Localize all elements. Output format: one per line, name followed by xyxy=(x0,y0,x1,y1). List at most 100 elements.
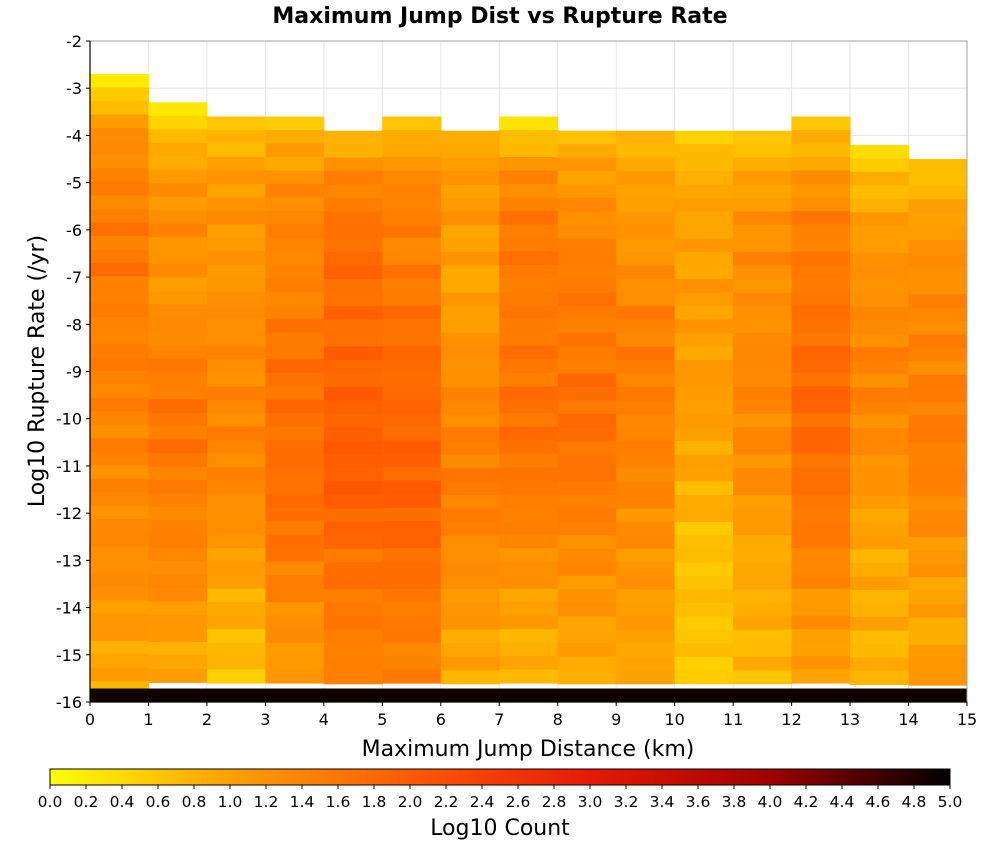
heatmap-cell xyxy=(733,427,793,442)
heatmap-cell xyxy=(265,588,325,603)
heatmap-cell xyxy=(674,548,734,563)
heatmap-cell xyxy=(908,226,968,241)
heatmap-cell xyxy=(265,278,325,293)
heatmap-cell-bottom xyxy=(440,688,500,702)
heatmap-cell xyxy=(733,238,793,253)
heatmap-cell xyxy=(148,480,208,495)
heatmap-cell xyxy=(674,319,734,334)
heatmap-cell xyxy=(382,467,442,482)
heatmap-cell xyxy=(440,333,500,348)
heatmap-cell xyxy=(265,305,325,320)
heatmap-cell xyxy=(791,251,851,266)
colorbar-tick-label: 2.4 xyxy=(470,793,495,811)
heatmap-cell xyxy=(440,616,500,631)
heatmap-cell xyxy=(499,440,559,455)
heatmap-cell xyxy=(850,293,910,308)
heatmap-cell xyxy=(323,643,383,658)
heatmap-cell xyxy=(791,157,851,171)
heatmap-cell xyxy=(674,535,734,550)
colorbar-tick-label: 1.2 xyxy=(254,793,279,811)
x-tick-label: 0 xyxy=(85,710,95,729)
colorbar-gradient xyxy=(49,768,951,786)
colorbar-ticks: 0.0 0.2 0.4 0.6 0.8 1.0 1.2 1.4 1.6 1.8 2.0 2.2 2.4 2… xyxy=(38,785,962,811)
heatmap-cell xyxy=(90,87,149,102)
heatmap-cell xyxy=(90,141,149,156)
heatmap-cell xyxy=(616,306,676,321)
heatmap-cell xyxy=(382,426,442,441)
x-tick-label: 12 xyxy=(781,710,801,729)
heatmap-cell xyxy=(733,225,793,240)
heatmap-cell xyxy=(908,361,968,376)
heatmap-cell xyxy=(265,359,325,374)
heatmap-cell xyxy=(382,237,442,252)
heatmap-cell xyxy=(148,412,208,427)
heatmap-cell xyxy=(440,400,500,415)
heatmap-cell xyxy=(674,521,734,536)
heatmap-cell xyxy=(206,575,266,590)
heatmap-cell xyxy=(557,521,617,536)
heatmap-cell xyxy=(616,481,676,496)
heatmap-cell xyxy=(382,386,442,401)
heatmap-cell xyxy=(791,264,851,279)
colorbar-tick-label: 3.0 xyxy=(578,793,603,811)
heatmap-cell xyxy=(557,373,617,388)
heatmap-cell xyxy=(440,171,500,186)
heatmap-cell xyxy=(791,372,851,387)
colorbar-tick-label: 1.8 xyxy=(362,793,387,811)
heatmap-cell xyxy=(440,238,500,253)
heatmap-cell xyxy=(674,130,734,145)
heatmap-cell xyxy=(850,495,910,510)
heatmap-cell-bottom xyxy=(265,688,325,702)
heatmap-cell xyxy=(206,183,266,198)
heatmap-cell xyxy=(850,212,910,227)
heatmap-cell xyxy=(908,509,968,524)
heatmap-cell xyxy=(674,413,734,428)
colorbar-tick-label: 1.6 xyxy=(326,793,351,811)
heatmap-cell xyxy=(265,130,325,145)
heatmap-cell xyxy=(616,562,676,577)
heatmap-cell xyxy=(791,413,851,428)
heatmap-cell xyxy=(733,373,793,388)
heatmap-cell xyxy=(265,453,325,468)
colorbar-tick-label: 4.4 xyxy=(830,793,855,811)
heatmap-cell xyxy=(908,442,968,457)
heatmap-cell xyxy=(850,225,910,240)
heatmap-cell xyxy=(733,279,793,294)
heatmap-cell xyxy=(440,481,500,496)
heatmap-cell xyxy=(440,413,500,428)
heatmap-cell xyxy=(90,667,149,682)
heatmap-cell xyxy=(733,656,793,671)
heatmap-cell xyxy=(850,171,910,186)
heatmap-cell xyxy=(908,186,968,201)
heatmap-cell xyxy=(850,266,910,281)
heatmap-cell xyxy=(206,170,266,185)
heatmap-cell xyxy=(557,144,617,159)
heatmap-cell xyxy=(850,441,910,456)
heatmap-cell xyxy=(733,157,793,172)
heatmap-cell xyxy=(382,372,442,387)
y-tick-label: -5 xyxy=(66,174,82,193)
heatmap-cell xyxy=(850,144,910,159)
x-tick-label: 13 xyxy=(840,710,860,729)
heatmap-cell xyxy=(557,211,617,226)
heatmap-cell xyxy=(440,130,500,145)
heatmap-cell xyxy=(850,360,910,375)
heatmap-cell xyxy=(674,333,734,348)
heatmap-cell xyxy=(850,643,910,658)
heatmap-cell xyxy=(557,656,617,671)
heatmap-cell xyxy=(850,509,910,524)
heatmap-cell xyxy=(90,613,149,628)
heatmap-cell xyxy=(733,616,793,631)
heatmap-cell xyxy=(440,494,500,509)
heatmap-cell xyxy=(850,657,910,672)
heatmap-cell xyxy=(791,224,851,239)
heatmap-cell xyxy=(850,198,910,213)
heatmap-cell xyxy=(265,251,325,266)
heatmap-cell xyxy=(850,374,910,389)
x-tick-label: 10 xyxy=(664,710,684,729)
heatmap-cell xyxy=(265,264,325,279)
heatmap-cell xyxy=(674,440,734,455)
heatmap-cell xyxy=(616,387,676,401)
heatmap-cell xyxy=(850,603,910,618)
heatmap-cell xyxy=(850,333,910,348)
